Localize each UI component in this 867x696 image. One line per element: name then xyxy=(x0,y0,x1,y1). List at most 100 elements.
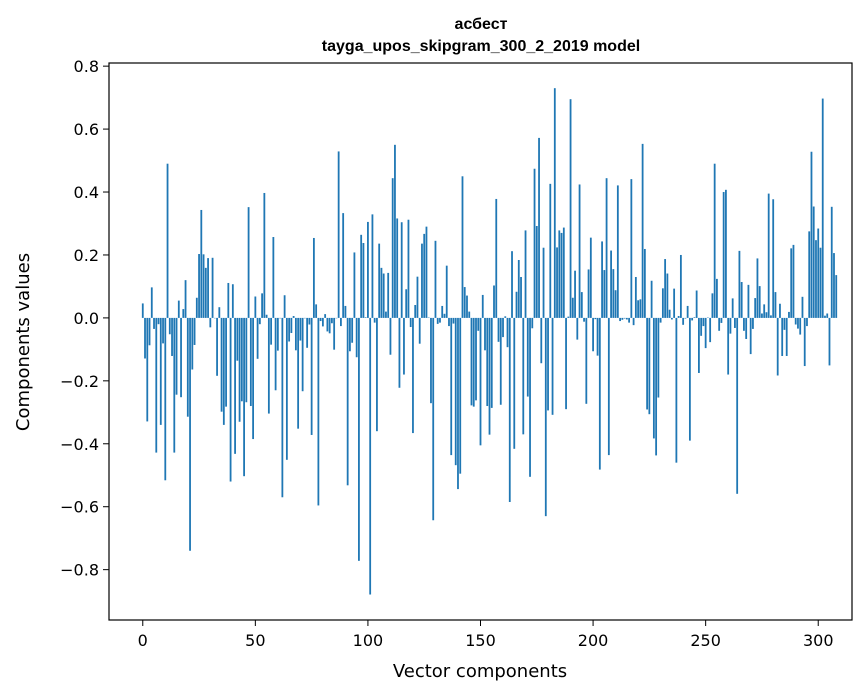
bar xyxy=(623,317,626,319)
bar xyxy=(216,317,218,376)
bar xyxy=(195,297,198,318)
bar xyxy=(815,240,817,318)
bar xyxy=(200,209,203,318)
bar xyxy=(761,313,763,318)
bar xyxy=(258,317,261,325)
bar xyxy=(515,291,518,318)
bars-group xyxy=(141,88,838,595)
bar xyxy=(797,317,799,329)
bar xyxy=(193,317,196,345)
bar xyxy=(488,317,491,435)
bar xyxy=(328,317,331,334)
bar xyxy=(443,313,446,318)
bar xyxy=(580,292,583,318)
y-tick-label: 0.8 xyxy=(74,57,99,76)
bar xyxy=(342,213,345,318)
bar xyxy=(367,221,369,318)
bar xyxy=(146,317,149,422)
bar xyxy=(285,317,288,460)
bar xyxy=(227,282,230,318)
bar xyxy=(297,317,300,429)
bar xyxy=(180,317,182,398)
bar xyxy=(432,317,435,521)
bar xyxy=(747,284,750,318)
bar xyxy=(171,317,173,356)
bar xyxy=(531,317,534,329)
bar xyxy=(655,317,658,456)
bar xyxy=(265,314,268,318)
bar xyxy=(409,317,412,328)
bar xyxy=(398,317,401,388)
bar xyxy=(294,317,297,351)
bar xyxy=(141,303,144,318)
bar xyxy=(824,315,826,318)
bar xyxy=(765,312,768,318)
bar xyxy=(479,317,482,446)
bar xyxy=(558,230,561,318)
bar xyxy=(637,300,640,318)
bar xyxy=(207,258,209,318)
bar xyxy=(319,317,322,322)
bar xyxy=(542,247,545,318)
bar xyxy=(785,317,788,356)
x-tick-label: 50 xyxy=(245,631,265,650)
bar xyxy=(425,226,428,318)
bar xyxy=(583,317,585,322)
bar xyxy=(166,163,169,318)
x-axis-ticks: 0 50 100 150 200 250 300 xyxy=(138,620,834,650)
bar xyxy=(204,267,207,318)
bar xyxy=(619,317,621,322)
bar xyxy=(821,98,824,318)
plot-frame xyxy=(108,62,853,621)
bar xyxy=(589,237,592,318)
bar xyxy=(756,258,759,318)
bar xyxy=(173,317,176,453)
bar xyxy=(457,317,459,490)
bar xyxy=(385,311,387,318)
bar xyxy=(736,317,739,494)
bar xyxy=(508,317,511,502)
bar xyxy=(209,317,212,328)
bar xyxy=(540,317,543,364)
bar xyxy=(175,317,178,395)
bar xyxy=(229,317,232,482)
bar xyxy=(659,317,662,323)
bar xyxy=(387,272,390,318)
bar xyxy=(562,227,565,318)
bar xyxy=(605,178,608,318)
bar xyxy=(261,293,263,318)
x-tick-label: 250 xyxy=(690,631,721,650)
bar xyxy=(301,317,304,392)
bar xyxy=(670,317,673,320)
bar xyxy=(758,286,761,318)
bar xyxy=(157,317,160,325)
bar xyxy=(688,317,691,441)
bar xyxy=(441,305,444,318)
y-tick-label: 0.2 xyxy=(74,246,99,265)
bar xyxy=(691,317,694,321)
bar xyxy=(592,317,594,352)
bar xyxy=(380,267,383,318)
bar xyxy=(803,317,806,367)
bar xyxy=(812,206,815,318)
chart-subtitle: tayga_upos_skipgram_300_2_2019 model xyxy=(322,38,640,55)
bar xyxy=(495,198,498,318)
bar xyxy=(240,317,243,402)
bar xyxy=(389,317,392,355)
bar xyxy=(499,317,502,405)
bar xyxy=(144,317,146,359)
bar xyxy=(693,317,696,318)
bar xyxy=(551,317,554,415)
y-tick-label: −0.2 xyxy=(60,372,99,391)
y-tick-label: 0.4 xyxy=(74,183,99,202)
bar xyxy=(754,298,757,318)
bar xyxy=(448,317,450,327)
bar xyxy=(788,311,790,318)
bar xyxy=(634,276,637,318)
bar xyxy=(835,275,838,318)
bar xyxy=(553,88,556,318)
y-tick-label: −0.8 xyxy=(60,561,99,580)
bar xyxy=(407,219,410,318)
bar xyxy=(481,294,484,318)
bar xyxy=(576,317,579,340)
